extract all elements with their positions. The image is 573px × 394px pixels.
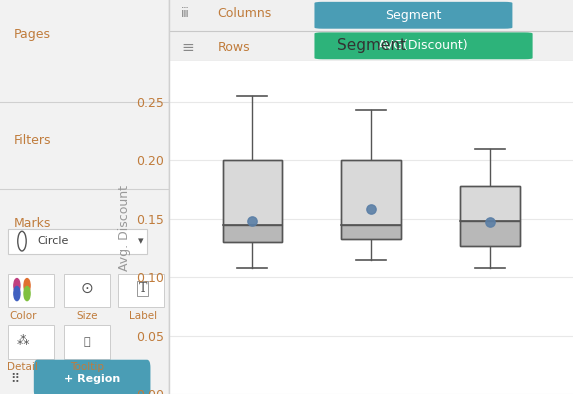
Text: Segment: Segment xyxy=(385,9,442,22)
FancyBboxPatch shape xyxy=(315,32,533,59)
Text: Tooltip: Tooltip xyxy=(70,362,104,372)
Text: ≡: ≡ xyxy=(181,40,194,55)
Text: Pages: Pages xyxy=(14,28,50,41)
Bar xyxy=(342,160,401,239)
Bar xyxy=(460,186,520,245)
Circle shape xyxy=(14,286,20,301)
Bar xyxy=(460,221,520,245)
FancyBboxPatch shape xyxy=(9,274,54,307)
Bar xyxy=(342,225,401,239)
Point xyxy=(248,218,257,224)
Circle shape xyxy=(24,286,30,301)
Text: ⅲ: ⅲ xyxy=(181,7,189,20)
FancyBboxPatch shape xyxy=(0,0,169,394)
Bar xyxy=(222,225,282,242)
Y-axis label: Avg. Discount: Avg. Discount xyxy=(117,184,131,271)
FancyBboxPatch shape xyxy=(64,325,110,359)
Bar xyxy=(222,160,282,242)
Title: Segment: Segment xyxy=(336,38,406,53)
Text: Size: Size xyxy=(76,311,98,321)
Text: + Region: + Region xyxy=(64,374,120,384)
Text: Color: Color xyxy=(9,311,37,321)
Text: Circle: Circle xyxy=(37,236,69,246)
Bar xyxy=(222,160,282,225)
Point xyxy=(366,206,375,213)
FancyBboxPatch shape xyxy=(64,274,110,307)
Text: ⠿: ⠿ xyxy=(11,373,20,385)
Text: Marks: Marks xyxy=(14,217,51,230)
Bar xyxy=(342,160,401,225)
Circle shape xyxy=(24,279,30,293)
Text: Filters: Filters xyxy=(14,134,51,147)
Text: AVG(Discount): AVG(Discount) xyxy=(378,39,469,52)
Text: 💬: 💬 xyxy=(84,337,91,347)
FancyBboxPatch shape xyxy=(34,360,151,394)
Text: T: T xyxy=(139,282,147,295)
Bar xyxy=(460,186,520,221)
Text: ▾: ▾ xyxy=(138,236,143,246)
Text: Detail: Detail xyxy=(7,362,38,372)
Circle shape xyxy=(14,279,20,293)
Text: Label: Label xyxy=(129,311,157,321)
Point xyxy=(485,219,494,225)
FancyBboxPatch shape xyxy=(118,274,164,307)
Text: Columns: Columns xyxy=(218,7,272,20)
Text: ⁂: ⁂ xyxy=(17,336,29,348)
Text: ⊙: ⊙ xyxy=(81,281,93,296)
Text: Rows: Rows xyxy=(218,41,250,54)
FancyBboxPatch shape xyxy=(315,2,512,29)
FancyBboxPatch shape xyxy=(9,325,54,359)
FancyBboxPatch shape xyxy=(9,229,147,254)
